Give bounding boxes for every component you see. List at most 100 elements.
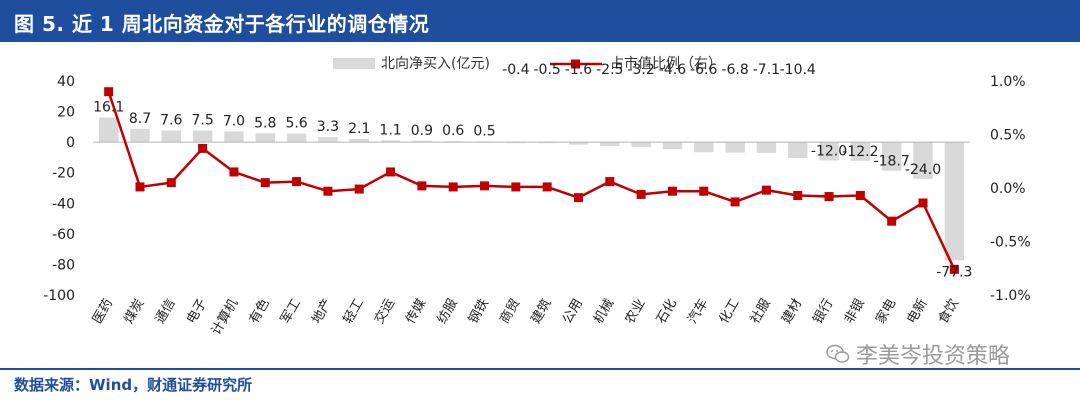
bar-家电 — [881, 142, 902, 171]
bar-公用 — [568, 142, 589, 145]
y-left-tick-label: -20 — [52, 166, 75, 182]
bar-银行 — [819, 142, 839, 161]
y-left-tick-label: 20 — [57, 105, 75, 121]
x-tick-label: 轻工 — [341, 297, 367, 327]
bar-value-label: 0.6 — [442, 123, 464, 139]
y-right-tick-label: 0.5% — [990, 128, 1026, 144]
ratio-point-社服 — [761, 185, 771, 195]
bar-机械 — [600, 142, 620, 146]
footer-divider — [0, 368, 1080, 370]
x-tick-label: 建材 — [779, 297, 805, 327]
x-tick-label: 电新 — [904, 296, 931, 327]
ratio-point-轻工 — [354, 184, 364, 194]
bar-通信 — [161, 130, 182, 143]
bar-建材 — [788, 142, 808, 159]
bar-value-label: -12.2 — [842, 144, 878, 160]
bar-value-label: 7.0 — [223, 113, 245, 129]
ratio-point-建材 — [793, 190, 803, 200]
source-note: 数据来源：Wind，财通证券研究所 — [14, 376, 253, 394]
bar-value-label: -77.3 — [936, 264, 972, 280]
ratio-point-农业 — [636, 189, 646, 199]
x-tick-label: 公用 — [560, 297, 586, 327]
ratio-point-传媒 — [417, 181, 427, 191]
bar-汽车 — [694, 142, 714, 153]
ratio-point-公用 — [573, 193, 583, 203]
ratio-point-钢铁 — [480, 181, 490, 191]
bar-value-label: -3.2 — [627, 62, 654, 78]
ratio-point-交运 — [386, 167, 396, 177]
legend-line-label: 占市值比例（右） — [610, 55, 722, 72]
x-tick-label: 钢铁 — [466, 297, 492, 327]
ratio-point-汽车 — [699, 186, 709, 196]
ratio-point-化工 — [730, 197, 740, 207]
chart-area: 北向净买入(亿元) 占市值比例（右） 40 20 0 -20 -40 -60 -80 -100… — [43, 55, 1031, 338]
ratio-point-军工 — [292, 177, 302, 187]
y-right-tick-label: -1.0% — [990, 288, 1031, 304]
legend: 北向净买入(亿元) 占市值比例（右） — [333, 55, 722, 72]
ratio-point-医药 — [104, 87, 114, 97]
ratio-point-商贸 — [511, 182, 521, 192]
legend-bar-label: 北向净买入(亿元) — [381, 56, 490, 72]
header-bar: 图 5. 近 1 周北向资金对于各行业的调仓情况 — [0, 0, 1080, 42]
bar-地产 — [318, 137, 338, 143]
bar-value-label: 16.1 — [93, 100, 124, 116]
y-left-tick-label: -100 — [43, 288, 75, 304]
ratio-point-建筑 — [542, 182, 552, 192]
ratio-point-机械 — [605, 177, 615, 187]
x-tick-label: 机械 — [591, 297, 617, 327]
x-tick-label: 社服 — [747, 296, 774, 327]
x-tick-label: 食饮 — [935, 296, 962, 327]
y-left-tick-label: -80 — [52, 257, 75, 273]
x-tick-label: 农业 — [623, 297, 649, 327]
ratio-point-电子 — [198, 143, 208, 153]
x-tick-label: 汽车 — [684, 296, 711, 327]
bar-value-label: -0.5 — [533, 62, 560, 78]
x-tick-label: 石化 — [654, 297, 680, 327]
bar-value-label: -12.0 — [811, 143, 847, 159]
x-tick-label: 传媒 — [403, 297, 429, 327]
bar-value-label: -0.4 — [502, 62, 529, 78]
bar-农业 — [631, 142, 651, 148]
x-tick-label: 商贸 — [497, 297, 523, 327]
bar-军工 — [286, 133, 307, 143]
bar-轻工 — [349, 138, 369, 143]
bar-石化 — [662, 142, 683, 150]
bar-value-label: 5.6 — [285, 116, 307, 132]
y-right-tick-label: -0.5% — [990, 235, 1031, 251]
ratio-point-地产 — [323, 186, 333, 196]
x-tick-label: 医药 — [90, 297, 116, 327]
bar-value-label: -18.7 — [874, 154, 910, 170]
bar-交运 — [380, 140, 401, 143]
ratio-point-纺服 — [448, 182, 458, 192]
bar-化工 — [725, 142, 745, 153]
ratio-point-非银 — [855, 190, 865, 200]
x-tick-label: 建筑 — [528, 296, 555, 327]
ratio-point-电新 — [918, 198, 928, 208]
bar-传媒 — [412, 140, 432, 143]
y-right-tick-label: 1.0% — [990, 74, 1026, 90]
ratio-point-家电 — [887, 216, 897, 226]
bar-value-label: 0.9 — [411, 123, 433, 139]
bar-医药 — [98, 117, 119, 143]
bar-有色 — [255, 133, 275, 143]
bar-value-label: -24.0 — [905, 162, 941, 178]
y-right-tick-label: 0.0% — [990, 181, 1026, 197]
ratio-point-石化 — [667, 186, 677, 196]
y-left-tick-label: -40 — [52, 196, 75, 212]
x-tick-label: 家电 — [872, 296, 899, 327]
bar-value-label: 3.3 — [317, 119, 339, 135]
bar-value-label: 2.1 — [348, 121, 370, 137]
x-tick-label: 地产 — [309, 297, 335, 327]
x-tick-label: 计算机 — [209, 297, 241, 338]
bar-value-label: -2.5 — [596, 62, 623, 78]
ratio-point-煤炭 — [135, 182, 145, 192]
bar-社服 — [756, 142, 777, 153]
bar-电新 — [913, 142, 933, 179]
bar-value-label: -1.6 — [565, 62, 592, 78]
ratio-point-计算机 — [229, 167, 239, 177]
y-left-tick-label: 0 — [66, 135, 75, 151]
x-tick-label: 银行 — [811, 297, 837, 327]
bar-非银 — [850, 142, 871, 161]
ratio-line — [107, 91, 956, 270]
x-tick-label: 交运 — [371, 296, 398, 327]
